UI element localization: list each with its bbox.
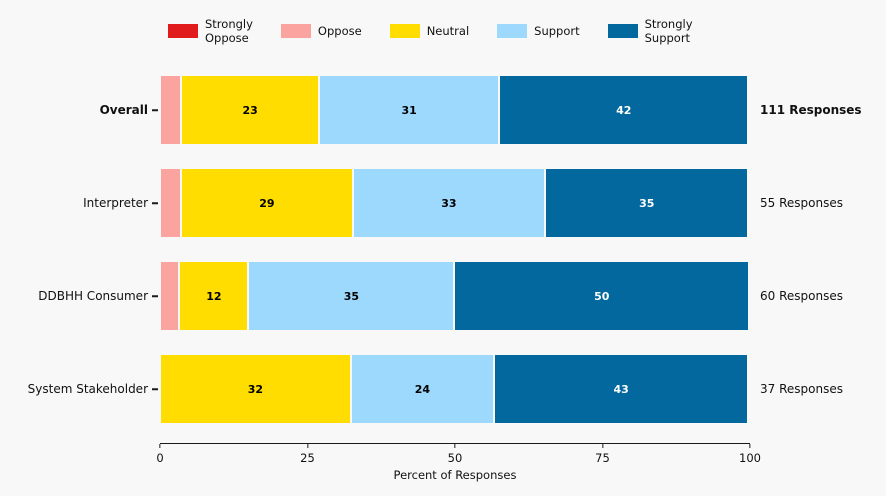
bar-row: 32 24 43 [160,354,749,424]
legend-label: Support [534,23,580,38]
bar-segment-value: 50 [594,289,610,303]
x-tick-mark [159,444,161,448]
x-tick-mark [749,444,751,448]
bar-segment-oppose [160,168,182,238]
y-tick-mark [152,202,158,204]
bar-segment-value: 23 [242,103,258,117]
row-label: Interpreter [83,196,148,210]
bar-segment-oppose [160,75,182,145]
bar-row: 29 33 35 [160,168,749,238]
bar-segment-strongly_support: 42 [499,75,749,145]
y-tick-mark [152,295,158,297]
legend-swatch-oppose [280,24,311,38]
row-label: System Stakeholder [27,382,148,396]
bar-segment-support: 35 [248,261,455,331]
bar-segment-value: 24 [414,382,431,396]
bar-segment-support: 24 [350,354,494,424]
x-axis-title: Percent of Responses [393,468,517,482]
legend-item-strongly_oppose: Strongly Oppose [168,17,253,46]
bar-segment-neutral: 12 [179,261,249,331]
legend-item-neutral: Neutral [389,23,470,38]
bar-segment-neutral: 23 [181,75,320,145]
bar-segment-value: 12 [206,289,222,303]
bar-segment-value: 43 [613,382,629,396]
legend-item-strongly_support: Strongly Support [607,16,693,46]
responses-count-label: 111 Responses [760,103,862,117]
bar-segment-value: 33 [441,196,457,210]
legend-item-oppose: Oppose [280,23,362,38]
bar-segment-support: 31 [319,75,500,145]
bar-segment-value: 29 [259,196,275,210]
legend-swatch-neutral [389,24,420,38]
legend-swatch-support [497,24,528,38]
bar-segment-support: 33 [352,168,546,238]
legend-label: Strongly Oppose [205,16,253,45]
legend-item-support: Support [497,23,580,38]
x-tick-label: 100 [739,451,761,465]
legend: Strongly Oppose Oppose Neutral Support Stron… [168,6,693,56]
responses-count-label: 37 Responses [760,382,843,396]
bar-segment-strongly_support: 43 [493,354,749,424]
legend-swatch-strongly_oppose [168,24,198,38]
bar-segment-strongly_support: 35 [545,168,749,238]
responses-count-label: 60 Responses [760,289,843,303]
responses-count-label: 55 Responses [760,196,843,210]
bar-row: 23 31 42 [160,75,749,145]
bar-segment-value: 35 [343,289,360,303]
x-tick-label: 50 [447,451,463,465]
y-tick-mark [152,109,158,111]
row-label: DDBHH Consumer [38,289,148,303]
bar-segment-oppose [160,261,180,331]
x-tick-label: 75 [595,451,610,465]
row-label: Overall [99,103,148,117]
legend-label: Oppose [317,23,362,38]
x-tick-label: 0 [156,451,164,465]
legend-swatch-strongly_support [607,24,638,38]
bar-segment-strongly_support: 50 [454,261,749,331]
y-tick-mark [152,388,158,390]
bar-segment-value: 31 [401,103,417,117]
legend-label: Strongly Support [644,16,693,45]
x-tick-mark [454,444,456,448]
x-tick-mark [306,444,309,448]
x-tick-label: 25 [300,451,315,465]
legend-label: Neutral [426,23,470,38]
x-tick-mark [601,444,604,448]
bar-segment-value: 42 [616,103,632,117]
bar-segment-neutral: 32 [160,354,351,424]
bar-segment-value: 35 [639,196,655,210]
x-axis: 0 25 50 75 100 [156,443,761,465]
bar-segment-neutral: 29 [181,168,353,238]
bar-segment-value: 32 [247,382,264,396]
bar-row: 12 35 50 [160,261,749,331]
